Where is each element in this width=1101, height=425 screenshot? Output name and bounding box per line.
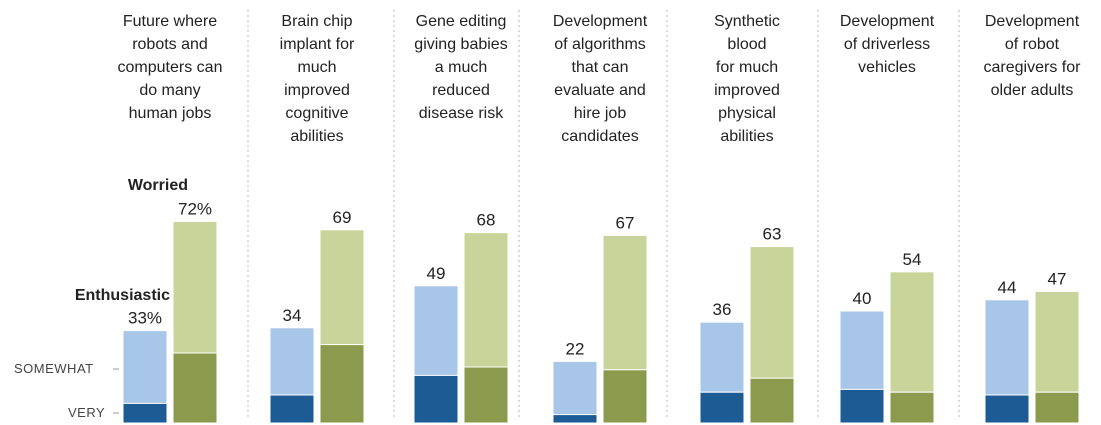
enthusiastic-value-label: 33% (128, 309, 162, 328)
enthusiastic-somewhat-bar (839, 310, 885, 390)
category-label: Brain chip implant for much improved cogniti… (280, 13, 355, 145)
worried-value-label: 47 (1048, 269, 1067, 288)
worried-somewhat-bar (602, 234, 648, 371)
enthusiastic-value-label: 34 (283, 306, 302, 325)
enthusiastic-value-label: 40 (853, 289, 872, 308)
worried-very-bar (602, 369, 648, 424)
enthusiastic-very-bar (699, 391, 745, 424)
worried-legend-label: Worried (128, 177, 188, 194)
worried-value-label: 63 (763, 225, 782, 244)
worried-somewhat-bar (889, 271, 935, 393)
category-label: Gene editing giving babies a much reduced di… (414, 13, 507, 122)
category-label: Future where robots and computers can do ma… (118, 13, 223, 122)
worried-very-bar (319, 344, 365, 424)
enthusiastic-very-bar (122, 402, 168, 424)
worried-very-bar (172, 352, 218, 424)
category-label: Development of driverless vehicles (840, 13, 935, 76)
value-labels: 33% 72% 34 69 49 68 22 67 36 63 40 54 44 47 (128, 199, 1066, 358)
worried-value-label: 69 (333, 208, 352, 227)
worried-very-bar (749, 377, 795, 424)
worried-somewhat-bar (172, 220, 218, 354)
enthusiastic-legend-label: Enthusiastic (75, 287, 170, 304)
worried-very-bar (889, 391, 935, 424)
bars (122, 220, 1080, 424)
worried-somewhat-bar (319, 229, 365, 346)
enthusiastic-value-label: 22 (566, 339, 585, 358)
enthusiastic-value-label: 49 (427, 264, 446, 283)
enthusiastic-value-label: 44 (998, 278, 1017, 297)
enthusiastic-very-bar (552, 414, 598, 424)
worried-value-label: 67 (616, 213, 635, 232)
enthusiastic-very-bar (839, 388, 885, 424)
enthusiastic-somewhat-bar (699, 321, 745, 393)
enthusiastic-somewhat-bar (984, 299, 1030, 396)
enthusiastic-very-bar (984, 394, 1030, 424)
enthusiastic-somewhat-bar (552, 360, 598, 416)
enthusiastic-very-bar (269, 394, 315, 424)
worried-somewhat-bar (749, 246, 795, 379)
enthusiastic-somewhat-bar (122, 330, 168, 404)
enthusiastic-somewhat-bar (269, 327, 315, 396)
worried-value-label: 68 (477, 211, 496, 230)
column-dividers (247, 10, 960, 420)
worried-somewhat-bar (1034, 290, 1080, 393)
somewhat-axis-label: SOMEWHAT (14, 361, 94, 376)
enthusiastic-value-label: 36 (713, 300, 732, 319)
worried-somewhat-bar (463, 232, 509, 368)
enthusiastic-very-bar (413, 374, 459, 424)
category-labels: Future where robots and computers can do ma… (118, 13, 1082, 145)
category-label: Synthetic blood for much improved physical ab… (714, 13, 780, 145)
worried-very-bar (463, 366, 509, 424)
enthusiastic-somewhat-bar (413, 285, 459, 376)
worried-very-bar (1034, 391, 1080, 424)
category-label: Development of algorithms that can evaluate… (553, 13, 648, 145)
category-label: Development of robot caregivers for older a… (984, 13, 1082, 99)
very-axis-label: VERY (68, 405, 105, 420)
worried-value-label: 54 (903, 250, 922, 269)
worried-value-label: 72% (178, 199, 212, 218)
